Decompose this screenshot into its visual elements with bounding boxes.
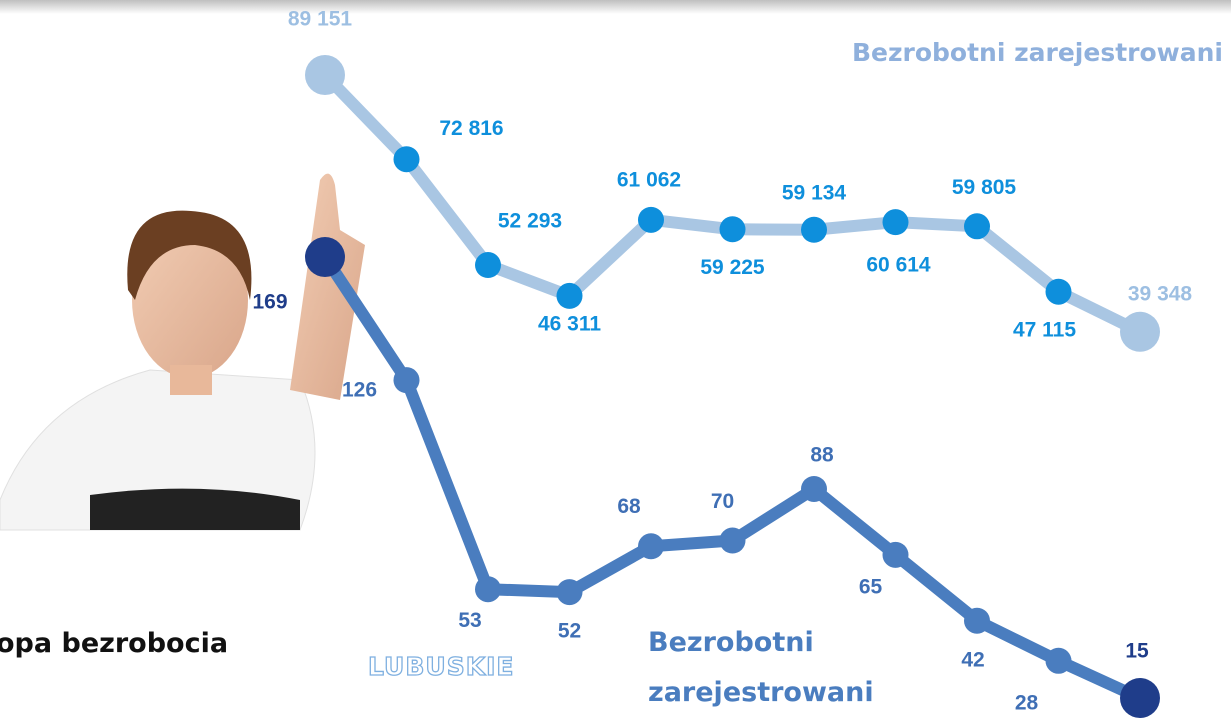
point [638,533,664,559]
point [638,207,664,233]
point [1120,312,1160,352]
point [475,576,501,602]
data-label: 70 [711,490,734,513]
point [557,283,583,309]
point [1120,678,1160,718]
data-label: 39 348 [1128,282,1193,305]
point [720,216,746,242]
data-label: 52 [558,620,581,643]
data-label: 28 [1015,691,1039,714]
point [1046,648,1072,674]
slide: 89 151 72 816 52 293 46 311 61 062 59 225 59 1… [0,0,1231,719]
point [801,476,827,502]
data-label: 126 [342,379,377,402]
point [557,579,583,605]
region-label: LUBUSKIE [368,652,514,681]
data-label: 15 [1125,640,1149,663]
series-title: Bezrobotni zarejestrowani [852,38,1223,67]
series-title: Bezrobotni zarejestrowani [648,618,908,718]
data-label: 59 225 [700,256,765,279]
data-label: 65 [859,575,883,598]
data-label: 60 614 [866,254,931,277]
data-label: 59 134 [782,181,847,204]
data-label: 89 151 [288,8,353,31]
data-label: 53 [458,609,481,632]
point [883,542,909,568]
data-label: 52 293 [498,210,562,233]
photo [0,174,365,530]
chart: 89 151 72 816 52 293 46 311 61 062 59 225 59 1… [0,0,1231,719]
point [801,217,827,243]
point [394,367,420,393]
point [883,209,909,235]
data-label: 47 115 [1013,318,1076,341]
point [305,55,345,95]
data-label: 61 062 [617,168,681,191]
point [720,528,746,554]
point [305,237,345,277]
point [475,252,501,278]
data-label: 42 [961,648,984,671]
top-band [0,0,1231,14]
data-label: 46 311 [538,312,601,335]
point [1046,279,1072,305]
data-label: 59 805 [952,176,1017,199]
data-label: 72 816 [439,117,503,140]
data-label: 169 [252,291,287,314]
plot: 89 151 72 816 52 293 46 311 61 062 59 225 59 1… [252,8,1192,719]
subtitle: opa bezrobocia [0,628,228,659]
data-label: 88 [810,444,834,467]
data-label: 68 [617,495,641,518]
series-line [325,75,1140,332]
point [964,213,990,239]
point [964,608,990,634]
point [394,146,420,172]
